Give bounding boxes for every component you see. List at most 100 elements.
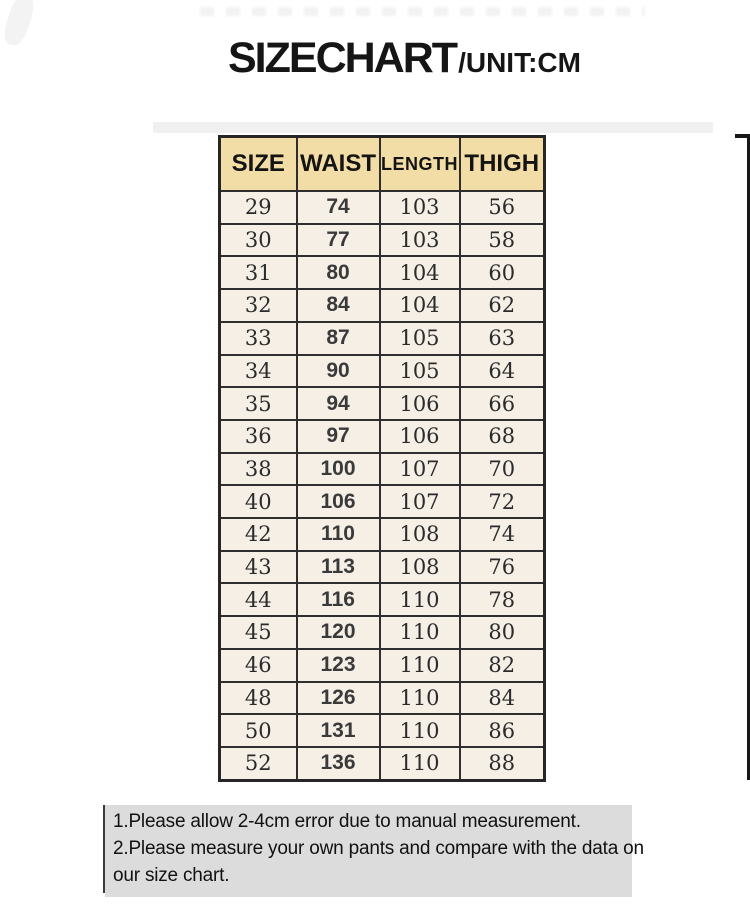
table-cell: 74 xyxy=(458,517,546,552)
table-cell: 107 xyxy=(378,484,461,520)
header-row: SIZE WAIST LENGTH THIGH xyxy=(218,135,546,192)
table-cell: 33 xyxy=(218,320,298,356)
table-cell: 105 xyxy=(378,320,461,356)
table-row: 44 116 110 78 xyxy=(218,582,546,618)
table-cell: 38 xyxy=(218,451,298,487)
table-cell: 113 xyxy=(295,549,381,585)
table-cell: 32 xyxy=(218,288,298,323)
measurement-notes: 1.Please allow 2-4cm error due to manual… xyxy=(105,805,644,897)
table-cell: 90 xyxy=(295,353,381,389)
background-strip xyxy=(153,122,713,133)
table-row: 31 80 104 60 xyxy=(218,255,546,291)
table-cell: 136 xyxy=(295,745,381,782)
header-thigh: THIGH xyxy=(458,135,546,192)
table-cell: 68 xyxy=(458,418,546,454)
table-cell: 105 xyxy=(378,353,461,389)
table-cell: 126 xyxy=(295,680,381,716)
header-size: SIZE xyxy=(218,135,298,192)
table-cell: 110 xyxy=(378,615,461,650)
table-row: 50 131 110 86 xyxy=(218,713,546,748)
table-cell: 58 xyxy=(458,222,546,258)
table-cell: 84 xyxy=(458,680,546,716)
table-cell: 116 xyxy=(295,582,381,618)
table-cell: 86 xyxy=(458,713,546,748)
table-cell: 106 xyxy=(378,418,461,454)
note-line-3: our size chart. xyxy=(113,865,230,886)
table-row: 30 77 103 58 xyxy=(218,222,546,258)
table-cell: 72 xyxy=(458,484,546,520)
table-cell: 77 xyxy=(295,222,381,258)
adjacent-frame-left-edge xyxy=(747,134,750,780)
table-row: 29 74 103 56 xyxy=(218,190,546,225)
table-cell: 31 xyxy=(218,255,298,291)
table-row: 40 106 107 72 xyxy=(218,484,546,520)
table-row: 42 110 108 74 xyxy=(218,517,546,552)
table-cell: 104 xyxy=(378,255,461,291)
table-row: 33 87 105 63 xyxy=(218,320,546,356)
table-cell: 97 xyxy=(295,418,381,454)
header-length: LENGTH xyxy=(378,135,461,192)
table-row: 34 90 105 64 xyxy=(218,353,546,389)
table-cell: 110 xyxy=(378,680,461,716)
table-cell: 82 xyxy=(458,647,546,683)
table-cell: 34 xyxy=(218,353,298,389)
table-cell: 103 xyxy=(378,222,461,258)
table-cell: 106 xyxy=(295,484,381,520)
title-unit: /UNIT:CM xyxy=(458,47,581,78)
table-cell: 29 xyxy=(218,190,298,225)
table-cell: 103 xyxy=(378,190,461,225)
table-row: 52 136 110 88 xyxy=(218,745,546,782)
table-cell: 35 xyxy=(218,386,298,421)
table-row: 46 123 110 82 xyxy=(218,647,546,683)
table-cell: 36 xyxy=(218,418,298,454)
table-row: 48 126 110 84 xyxy=(218,680,546,716)
table-cell: 64 xyxy=(458,353,546,389)
table-cell: 62 xyxy=(458,288,546,323)
table-cell: 60 xyxy=(458,255,546,291)
table-cell: 106 xyxy=(378,386,461,421)
note-line-2: 2.Please measure your own pants and comp… xyxy=(113,838,644,859)
corner-noise-artifact xyxy=(0,0,38,49)
table-row: 43 113 108 76 xyxy=(218,549,546,585)
page-title: SIZECHART /UNIT:CM xyxy=(228,34,581,83)
table-header: SIZE WAIST LENGTH THIGH xyxy=(218,135,546,192)
table-cell: 56 xyxy=(458,190,546,225)
table-cell: 131 xyxy=(295,713,381,748)
size-table-body: 29 74 103 56 30 77 103 58 31 80 104 60 32 84 104 62 33 87… xyxy=(218,190,546,782)
table-cell: 123 xyxy=(295,647,381,683)
table-cell: 120 xyxy=(295,615,381,650)
table-cell: 50 xyxy=(218,713,298,748)
table-cell: 110 xyxy=(295,517,381,552)
table-cell: 74 xyxy=(295,190,381,225)
table-cell: 108 xyxy=(378,549,461,585)
table-cell: 104 xyxy=(378,288,461,323)
table-cell: 42 xyxy=(218,517,298,552)
header-waist: WAIST xyxy=(295,135,381,192)
table-cell: 70 xyxy=(458,451,546,487)
table-cell: 78 xyxy=(458,582,546,618)
table-cell: 66 xyxy=(458,386,546,421)
table-cell: 30 xyxy=(218,222,298,258)
table-cell: 88 xyxy=(458,745,546,782)
table-cell: 80 xyxy=(295,255,381,291)
table-cell: 87 xyxy=(295,320,381,356)
table-row: 35 94 106 66 xyxy=(218,386,546,421)
table-cell: 100 xyxy=(295,451,381,487)
table-cell: 45 xyxy=(218,615,298,650)
table-cell: 80 xyxy=(458,615,546,650)
table-row: 38 100 107 70 xyxy=(218,451,546,487)
table-row: 32 84 104 62 xyxy=(218,288,546,323)
table-cell: 110 xyxy=(378,713,461,748)
table-cell: 43 xyxy=(218,549,298,585)
adjacent-frame-top-edge xyxy=(735,134,750,138)
table-row: 36 97 106 68 xyxy=(218,418,546,454)
table-cell: 44 xyxy=(218,582,298,618)
table-cell: 63 xyxy=(458,320,546,356)
table-cell: 84 xyxy=(295,288,381,323)
table-cell: 94 xyxy=(295,386,381,421)
table-cell: 110 xyxy=(378,647,461,683)
table-cell: 48 xyxy=(218,680,298,716)
table-cell: 108 xyxy=(378,517,461,552)
table-cell: 76 xyxy=(458,549,546,585)
